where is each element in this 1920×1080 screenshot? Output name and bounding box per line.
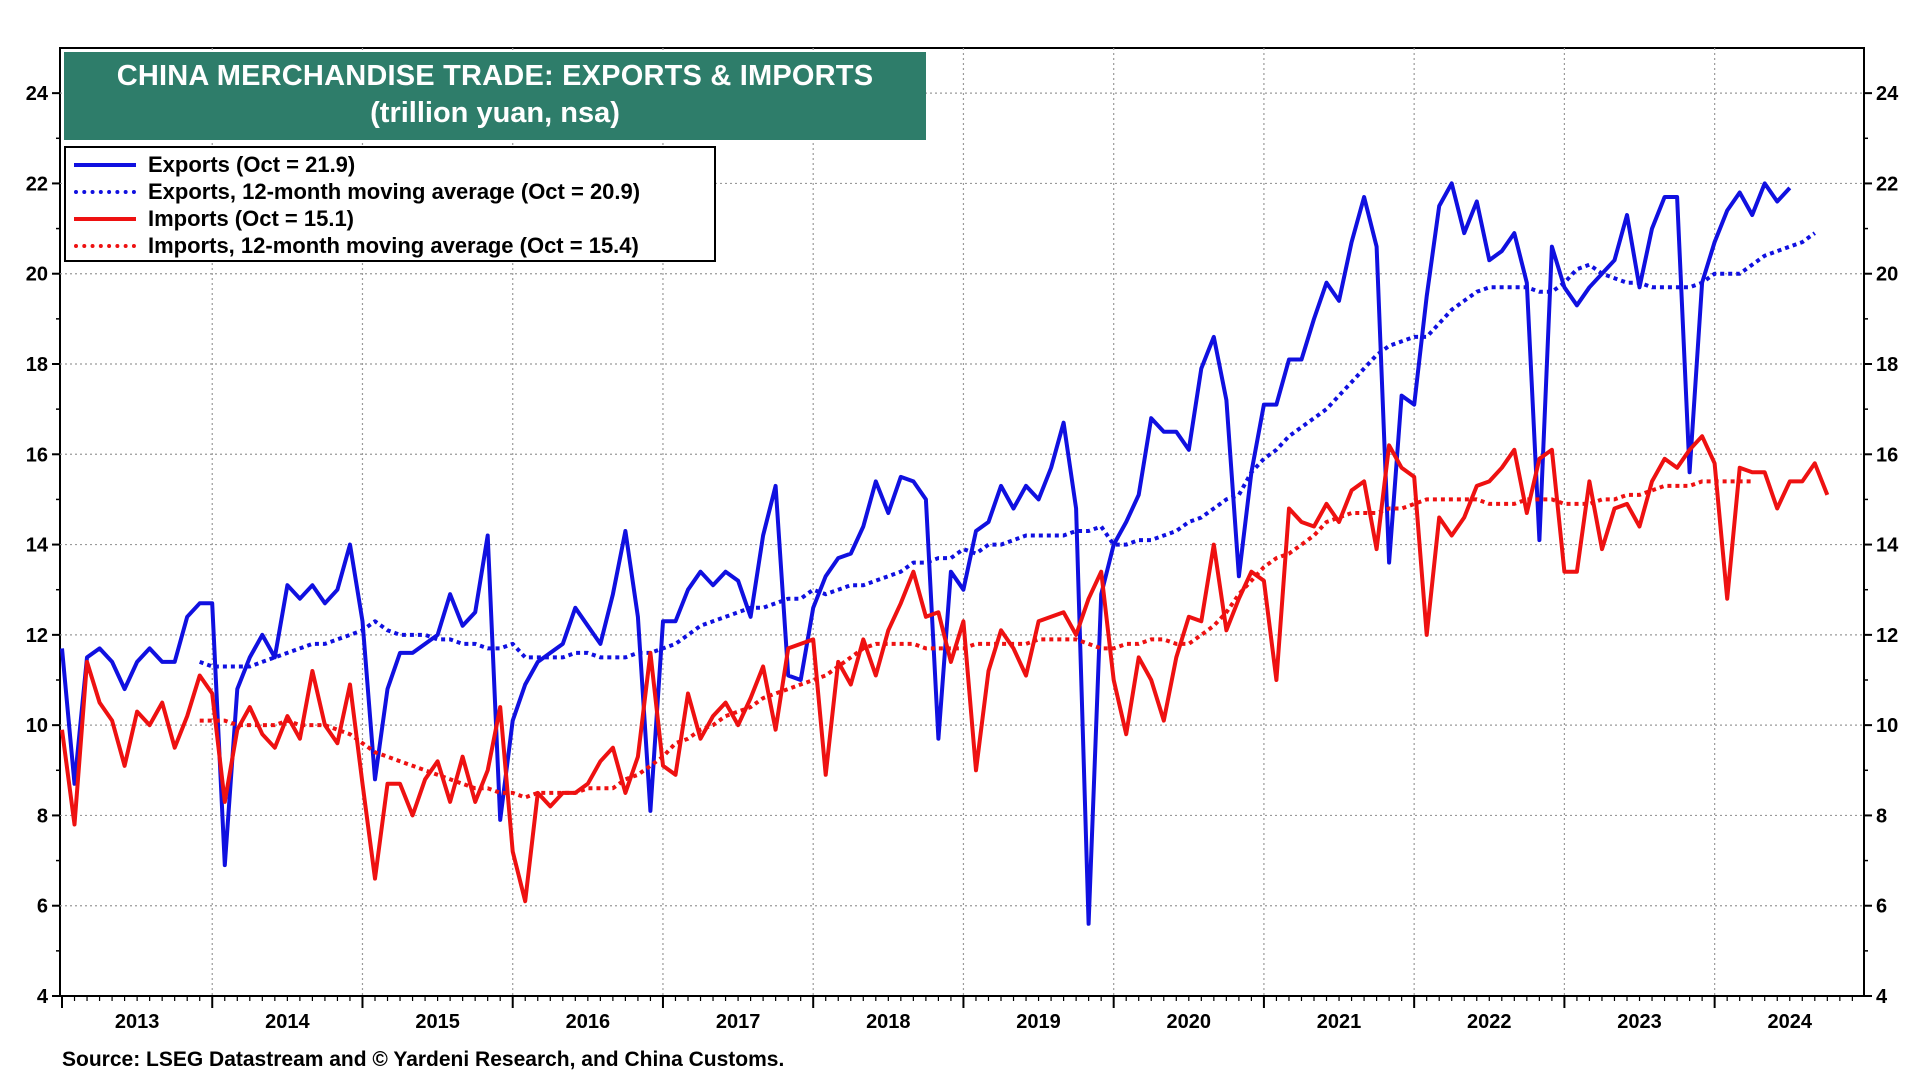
x-tick-label: 2017 — [716, 1011, 761, 1033]
chart-title-box: CHINA MERCHANDISE TRADE: EXPORTS & IMPOR… — [64, 52, 926, 140]
source-note: Source: LSEG Datastream and © Yardeni Re… — [62, 1048, 785, 1071]
y-tick-label-left: 20 — [26, 264, 48, 286]
series-lines — [60, 181, 1830, 926]
x-tick-label: 2015 — [415, 1011, 460, 1033]
line-imports-ma — [199, 479, 1753, 800]
chart-title: CHINA MERCHANDISE TRADE: EXPORTS & IMPOR… — [116, 60, 874, 92]
legend-swatch-exports — [74, 163, 136, 167]
legend-label-imports: Imports (Oct = 15.1) — [148, 206, 355, 231]
axis-ticks — [52, 92, 1872, 1008]
y-tick-label-right: 22 — [1876, 173, 1898, 195]
y-tick-label-right: 24 — [1876, 83, 1899, 105]
y-tick-label-left: 10 — [26, 715, 48, 737]
line-imports — [60, 434, 1830, 904]
y-tick-label-right: 20 — [1876, 264, 1898, 286]
y-tick-label-left: 16 — [26, 444, 48, 466]
legend-item-imports-ma: Imports, 12-month moving average (Oct = … — [74, 233, 639, 259]
x-tick-label: 2018 — [866, 1011, 911, 1033]
y-tick-label-left: 14 — [26, 535, 49, 557]
y-tick-label-left: 8 — [37, 805, 48, 827]
legend: Exports (Oct = 21.9) Exports, 12-month m… — [64, 146, 716, 262]
y-tick-label-left: 6 — [37, 896, 48, 918]
x-tick-label: 2021 — [1317, 1011, 1362, 1033]
x-tick-label: 2013 — [115, 1011, 160, 1033]
legend-swatch-imports-ma — [74, 244, 136, 248]
legend-label-exports: Exports (Oct = 21.9) — [148, 152, 356, 177]
legend-swatch-imports — [74, 217, 136, 221]
x-tick-label: 2020 — [1167, 1011, 1212, 1033]
legend-item-exports: Exports (Oct = 21.9) — [74, 152, 355, 178]
gridlines — [60, 48, 1864, 996]
y-tick-label-right: 18 — [1876, 354, 1898, 376]
y-tick-label-right: 4 — [1876, 986, 1888, 1008]
y-axis-right: 4 6 8 10 12 14 16 18 20 22 24 — [1876, 83, 1899, 1008]
y-tick-label-right: 14 — [1876, 535, 1899, 557]
y-tick-label-left: 12 — [26, 625, 48, 647]
y-tick-label-left: 18 — [26, 354, 48, 376]
legend-item-imports: Imports (Oct = 15.1) — [74, 206, 354, 232]
x-axis: 2013 2014 2015 2016 2017 2018 2019 2020 2021 2022… — [115, 1011, 1813, 1033]
y-tick-label-right: 8 — [1876, 805, 1887, 827]
legend-label-exports-ma: Exports, 12-month moving average (Oct = … — [148, 179, 641, 204]
y-tick-label-right: 6 — [1876, 896, 1887, 918]
y-tick-label-left: 24 — [26, 83, 49, 105]
x-tick-label: 2022 — [1467, 1011, 1512, 1033]
y-axis-left: 4 6 8 10 12 14 16 18 20 22 24 — [26, 83, 49, 1008]
y-tick-label-right: 10 — [1876, 715, 1898, 737]
x-tick-label: 2014 — [265, 1011, 310, 1033]
y-tick-label-right: 16 — [1876, 444, 1898, 466]
y-tick-label-right: 12 — [1876, 625, 1898, 647]
legend-item-exports-ma: Exports, 12-month moving average (Oct = … — [74, 179, 640, 205]
x-tick-label: 2023 — [1617, 1011, 1662, 1033]
x-tick-label: 2024 — [1768, 1011, 1813, 1033]
x-tick-label: 2019 — [1016, 1011, 1061, 1033]
y-tick-label-left: 4 — [37, 986, 49, 1008]
legend-label-imports-ma: Imports, 12-month moving average (Oct = … — [148, 233, 639, 258]
legend-swatch-exports-ma — [74, 190, 136, 194]
y-tick-label-left: 22 — [26, 173, 48, 195]
line-exports — [60, 181, 1792, 926]
x-tick-label: 2016 — [566, 1011, 611, 1033]
chart-subtitle: (trillion yuan, nsa) — [370, 97, 620, 129]
